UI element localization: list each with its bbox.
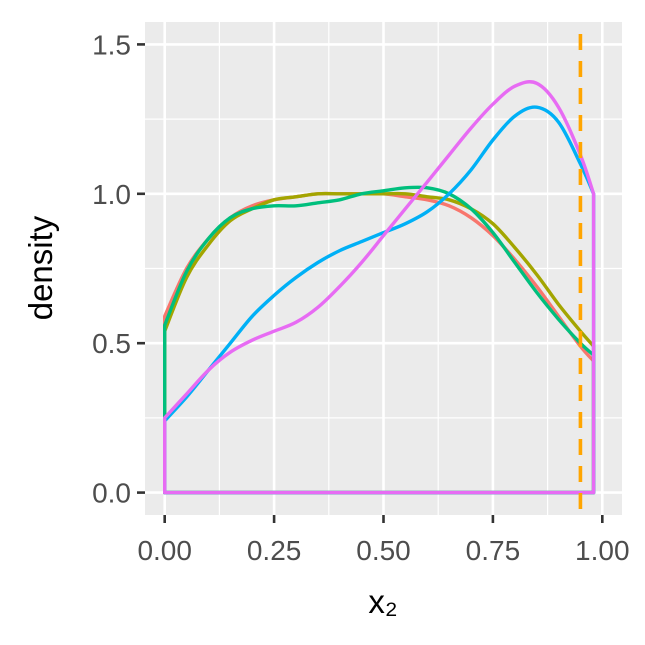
y-axis-title: density [22,215,59,320]
x-tick-label: 1.00 [575,535,630,566]
density-curve-2 [163,191,596,495]
y-tick-label: 0.5 [92,328,131,359]
y-tick-label: 1.5 [92,29,131,60]
x-tick-label: 0.00 [137,535,192,566]
y-axis-ticks: 0.0 0.5 1.0 1.5 [92,29,145,509]
x-tick-label: 0.50 [356,535,411,566]
x-tick-label: 0.75 [466,535,521,566]
x-tick-label: 0.25 [247,535,302,566]
density-curve-5 [163,80,596,495]
density-curves [163,80,596,495]
y-tick-label: 0.0 [92,478,131,509]
y-tick-label: 1.0 [92,179,131,210]
x-axis-ticks: 0.00 0.25 0.50 0.75 1.00 [137,515,630,566]
density-curve-4 [163,105,596,495]
x-axis-title: x₂ [368,583,397,620]
density-curve-3 [163,185,596,495]
